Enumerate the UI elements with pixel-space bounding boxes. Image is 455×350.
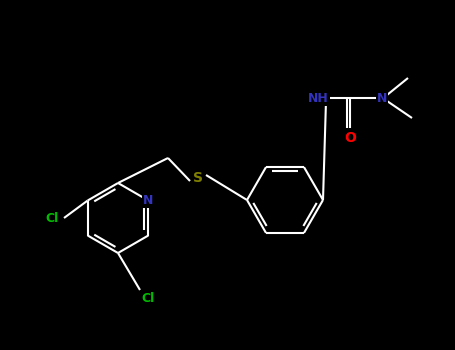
Text: Cl: Cl [142, 292, 155, 304]
Text: N: N [377, 91, 387, 105]
Text: N: N [143, 194, 153, 207]
Text: O: O [344, 131, 356, 145]
Text: S: S [193, 171, 203, 185]
Text: NH: NH [308, 91, 329, 105]
Text: Cl: Cl [46, 211, 59, 224]
